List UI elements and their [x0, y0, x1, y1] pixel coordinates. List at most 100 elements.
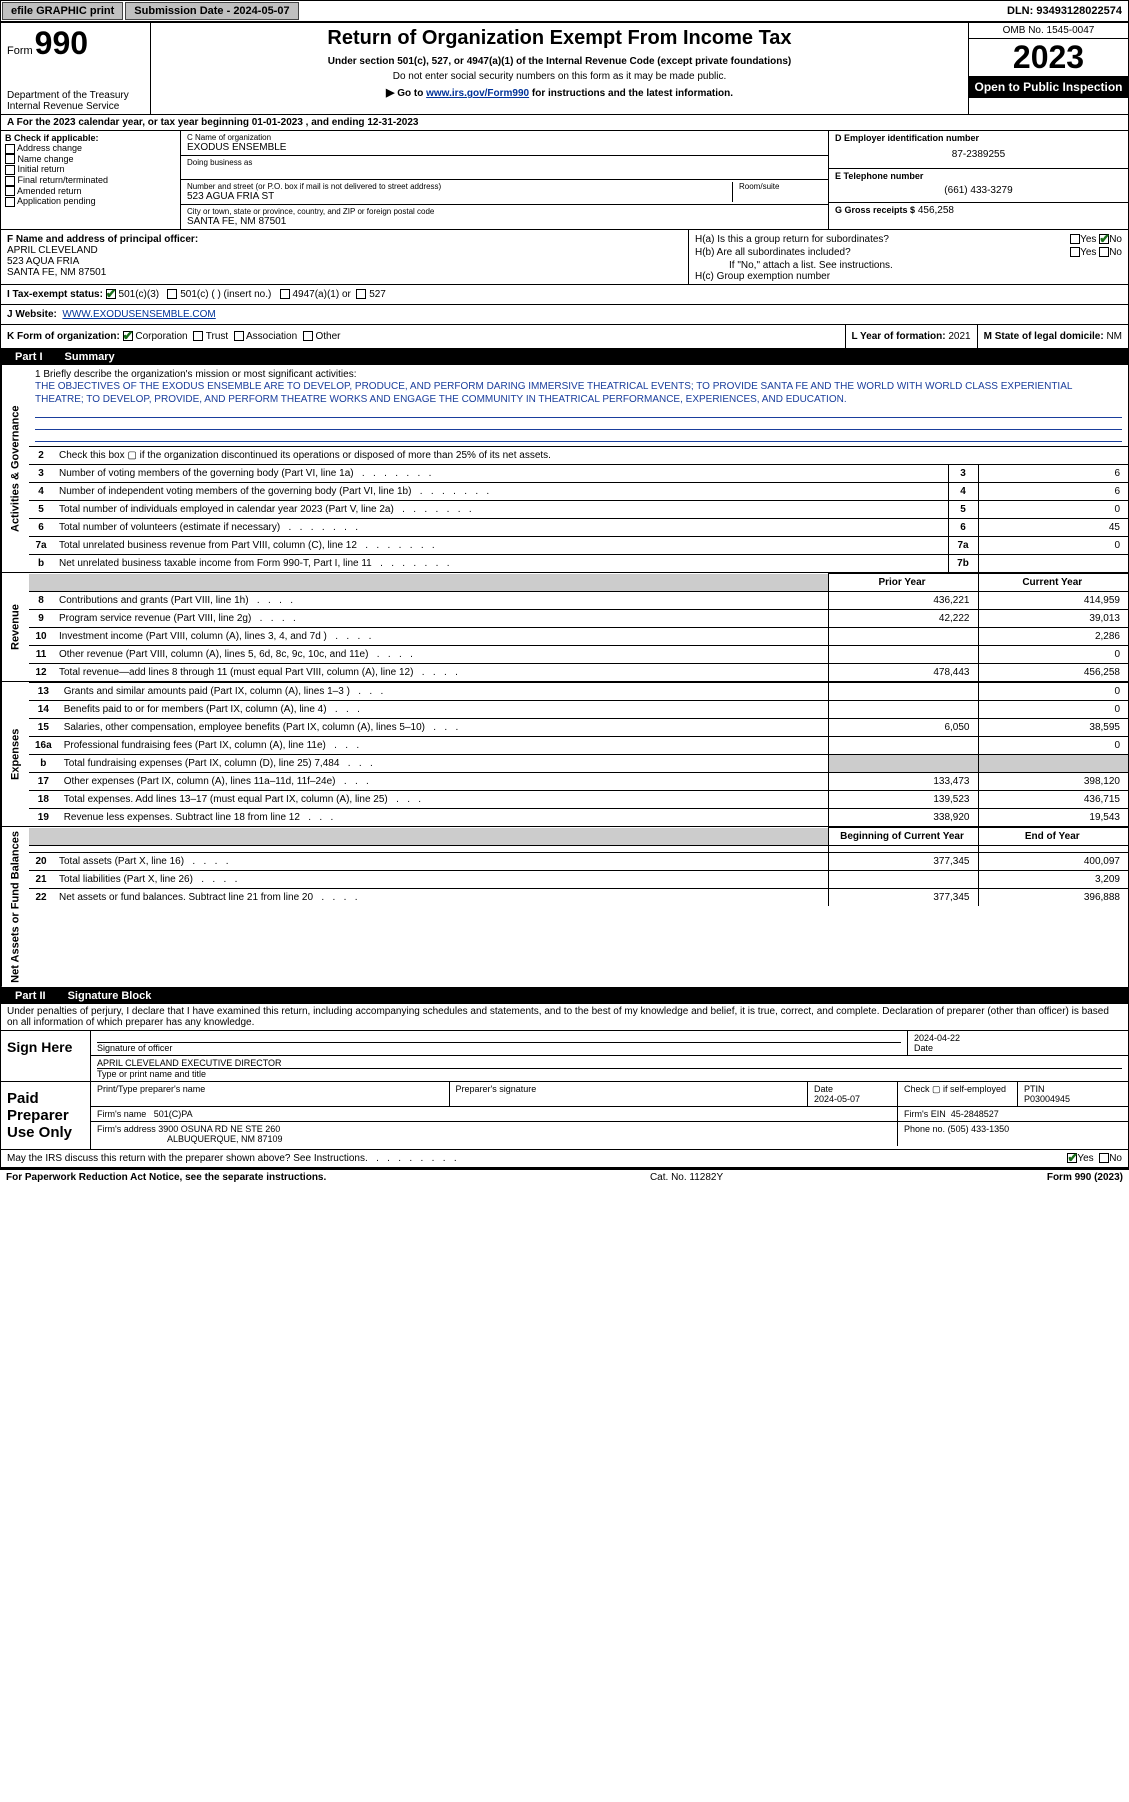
website-link[interactable]: WWW.EXODUSENSEMBLE.COM	[62, 309, 215, 320]
cb-address-change[interactable]	[5, 144, 15, 154]
cb-501c[interactable]	[167, 289, 177, 299]
cb-527[interactable]	[356, 289, 366, 299]
section-expenses: Expenses 13Grants and similar amounts pa…	[1, 682, 1128, 827]
cb-discuss-yes[interactable]	[1067, 1153, 1077, 1163]
form-title: Return of Organization Exempt From Incom…	[159, 27, 960, 50]
cb-hb-no[interactable]	[1099, 247, 1109, 257]
sig-officer-label: Signature of officer	[97, 1043, 901, 1053]
page-footer: For Paperwork Reduction Act Notice, see …	[0, 1169, 1129, 1185]
ein-label: D Employer identification number	[835, 133, 1122, 143]
row-a-period: A For the 2023 calendar year, or tax yea…	[1, 115, 1128, 131]
self-employed-check: Check ▢ if self-employed	[898, 1082, 1018, 1106]
phone-value: (661) 433-3279	[835, 181, 1122, 200]
street-address: 523 AGUA FRIA ST	[187, 191, 732, 202]
cb-4947[interactable]	[280, 289, 290, 299]
discuss-label: May the IRS discuss this return with the…	[7, 1153, 1067, 1164]
firm-addr: 3900 OSUNA RD NE STE 260	[158, 1124, 280, 1134]
cb-assoc[interactable]	[234, 331, 244, 341]
form-footer: Form 990 (2023)	[1047, 1172, 1123, 1183]
firm-label: Firm's name	[97, 1109, 146, 1119]
part1-num: Part I	[1, 349, 57, 365]
submission-date-button[interactable]: Submission Date - 2024-05-07	[125, 2, 298, 20]
cb-other[interactable]	[303, 331, 313, 341]
firm-city: ALBUQUERQUE, NM 87109	[97, 1134, 283, 1144]
tax-status-label: I Tax-exempt status:	[7, 289, 103, 300]
dept-treasury: Department of the Treasury	[7, 90, 144, 101]
paid-preparer-label: Paid Preparer Use Only	[1, 1082, 91, 1149]
part2-name: Signature Block	[60, 988, 160, 1004]
side-expenses: Expenses	[1, 682, 29, 826]
cb-application-pending[interactable]	[5, 197, 15, 207]
cb-discuss-no[interactable]	[1099, 1153, 1109, 1163]
cb-initial-return[interactable]	[5, 165, 15, 175]
topbar: efile GRAPHIC print Submission Date - 20…	[0, 0, 1129, 22]
col-c: C Name of organization EXODUS ENSEMBLE D…	[181, 131, 828, 229]
side-governance: Activities & Governance	[1, 365, 29, 572]
cb-501c3[interactable]	[106, 289, 116, 299]
irs-link[interactable]: www.irs.gov/Form990	[426, 88, 529, 99]
mission-text: THE OBJECTIVES OF THE EXODUS ENSEMBLE AR…	[35, 380, 1122, 406]
ptin-label: PTIN	[1024, 1084, 1045, 1094]
tax-year: 2023	[969, 39, 1128, 76]
sign-here-label: Sign Here	[1, 1031, 91, 1081]
org-name: EXODUS ENSEMBLE	[187, 142, 822, 153]
sig-date: 2024-04-22	[914, 1033, 1122, 1043]
col-h: H(a) Is this a group return for subordin…	[688, 230, 1128, 284]
room-label: Room/suite	[739, 182, 822, 191]
side-net: Net Assets or Fund Balances	[1, 827, 29, 987]
city-label: City or town, state or province, country…	[187, 207, 822, 216]
hb-note: If "No," attach a list. See instructions…	[695, 260, 1122, 271]
expenses-table: 13Grants and similar amounts paid (Part …	[29, 682, 1128, 826]
addr-label: Number and street (or P.O. box if mail i…	[187, 182, 732, 191]
hc-label: H(c) Group exemption number	[695, 271, 1122, 282]
cb-name-change[interactable]	[5, 154, 15, 164]
cb-amended[interactable]	[5, 186, 15, 196]
cb-ha-yes[interactable]	[1070, 234, 1080, 244]
row-i: I Tax-exempt status: 501(c)(3) 501(c) ( …	[1, 285, 1128, 305]
section-net-assets: Net Assets or Fund Balances Beginning of…	[1, 827, 1128, 988]
block-bcde: B Check if applicable: Address change Na…	[1, 131, 1128, 230]
col-b-checkboxes: B Check if applicable: Address change Na…	[1, 131, 181, 229]
cb-final-return[interactable]	[5, 176, 15, 186]
cb-hb-yes[interactable]	[1070, 247, 1080, 257]
col-f: F Name and address of principal officer:…	[1, 230, 688, 284]
ha-label: H(a) Is this a group return for subordin…	[695, 234, 889, 245]
form-subtitle: Under section 501(c), 527, or 4947(a)(1)…	[159, 56, 960, 67]
phone-label: E Telephone number	[835, 171, 1122, 181]
goto-line: ▶ Go to www.irs.gov/Form990 for instruct…	[159, 86, 960, 99]
section-revenue: Revenue Prior YearCurrent Year8Contribut…	[1, 573, 1128, 682]
cb-ha-no[interactable]	[1099, 234, 1109, 244]
firm-addr-label: Firm's address	[97, 1124, 156, 1134]
block-fgh: F Name and address of principal officer:…	[1, 230, 1128, 285]
row-klm: K Form of organization: Corporation Trus…	[1, 325, 1128, 349]
prep-phone-label: Phone no.	[904, 1124, 945, 1134]
revenue-table: Prior YearCurrent Year8Contributions and…	[29, 573, 1128, 681]
form-header: Form 990 Department of the Treasury Inte…	[1, 23, 1128, 115]
firm-ein: 45-2848527	[951, 1109, 999, 1119]
gross-label: G Gross receipts $	[835, 205, 915, 215]
form-ssn-note: Do not enter social security numbers on …	[159, 71, 960, 82]
form-label: Form	[7, 45, 33, 57]
gross-value: 456,258	[918, 205, 954, 216]
part1-header: Part I Summary	[1, 349, 1128, 365]
form-number: 990	[35, 25, 88, 62]
prep-phone: (505) 433-1350	[948, 1124, 1010, 1134]
paperwork-notice: For Paperwork Reduction Act Notice, see …	[6, 1172, 326, 1183]
ptin: P03004945	[1024, 1094, 1070, 1104]
officer-addr: 523 AQUA FRIA	[7, 256, 682, 267]
city-state-zip: SANTA FE, NM 87501	[187, 216, 822, 227]
dba-label: Doing business as	[187, 158, 822, 167]
prep-date: 2024-05-07	[814, 1094, 860, 1104]
officer-label: F Name and address of principal officer:	[7, 234, 682, 245]
firm-name: 501(C)PA	[154, 1109, 193, 1119]
sig-date-label: Date	[914, 1043, 1122, 1053]
part1-name: Summary	[57, 349, 123, 365]
col-b-title: B Check if applicable:	[5, 133, 176, 143]
cb-trust[interactable]	[193, 331, 203, 341]
print-name-label: Print/Type preparer's name	[91, 1082, 450, 1106]
cb-corp[interactable]	[123, 331, 133, 341]
net-assets-table: Beginning of Current YearEnd of Year20To…	[29, 827, 1128, 906]
hb-label: H(b) Are all subordinates included?	[695, 247, 851, 258]
domicile-label: M State of legal domicile:	[984, 331, 1104, 342]
efile-print-button[interactable]: efile GRAPHIC print	[2, 2, 123, 20]
